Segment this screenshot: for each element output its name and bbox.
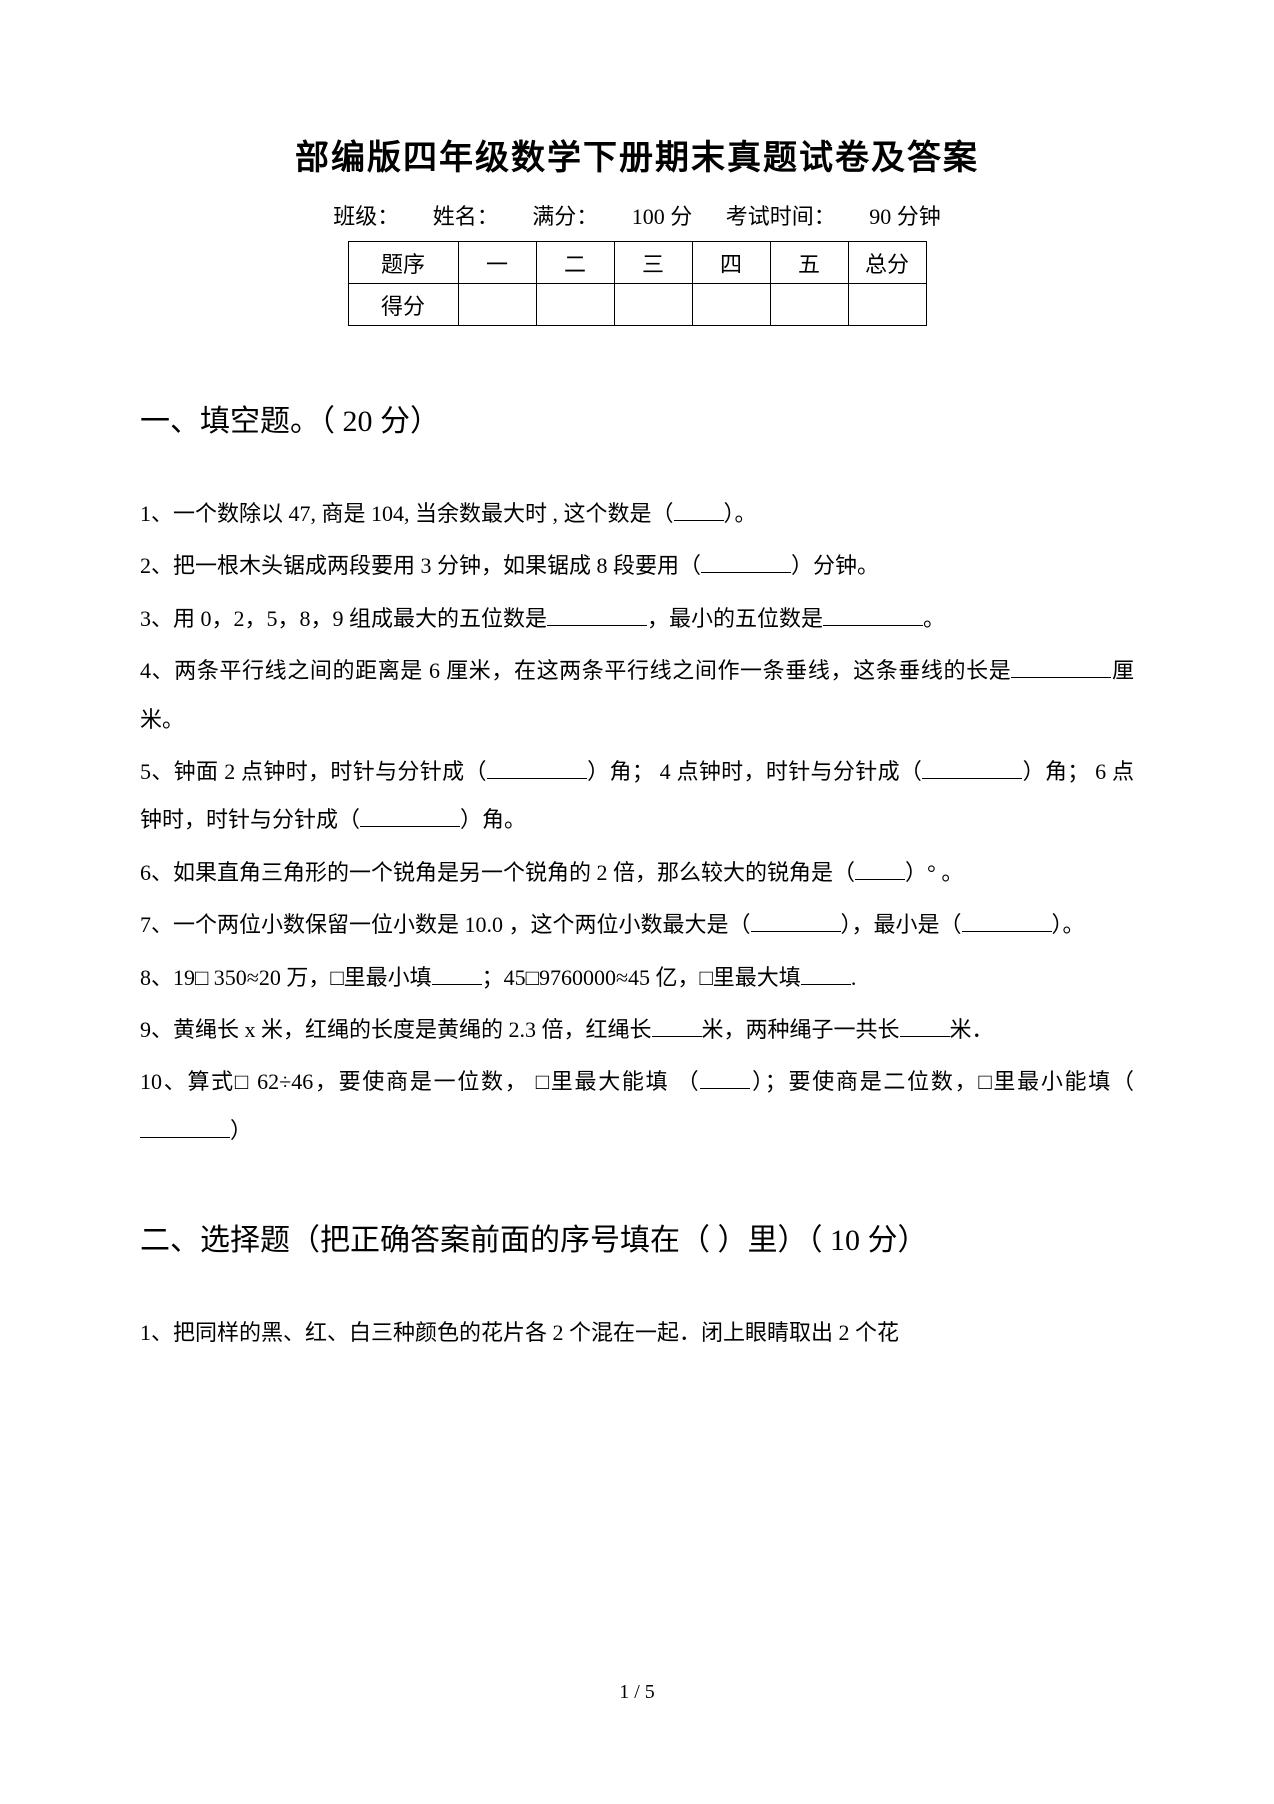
table-row: 得分 (348, 284, 926, 326)
q-text: 1、把同样的黑、红、白三种颜色的花片各 2 个混在一起．闭上眼睛取出 2 个花 (140, 1320, 899, 1345)
q10: 10、算式□ 62÷46，要使商是一位数， □里最大能填 （ ）；要使商是二位数，… (140, 1058, 1134, 1155)
th-4: 四 (692, 242, 770, 284)
blank (1011, 656, 1111, 678)
s2-q1: 1、把同样的黑、红、白三种颜色的花片各 2 个混在一起．闭上眼睛取出 2 个花 (140, 1309, 1134, 1357)
table-row: 题序 一 二 三 四 五 总分 (348, 242, 926, 284)
blank (751, 910, 841, 932)
q2: 2、把一根木头锯成两段要用 3 分钟，如果锯成 8 段要用（ ）分钟。 (140, 542, 1134, 590)
q-text: 10、算式□ 62÷46，要使商是一位数， □里最大能填 （ (140, 1069, 700, 1094)
fullscore-label: 满分： (532, 204, 598, 229)
blank (652, 1015, 702, 1037)
page-number: 1 / 5 (0, 1681, 1274, 1704)
q-text: 2、把一根木头锯成两段要用 3 分钟，如果锯成 8 段要用（ (140, 553, 701, 578)
meta-row: 班级： 姓名： 满分： 100 分 考试时间： 90 分钟 (140, 199, 1134, 231)
section2-heading: 二、选择题（把正确答案前面的序号填在（ ）里）（ 10 分） (140, 1215, 1134, 1259)
th-1: 一 (458, 242, 536, 284)
blank (823, 604, 923, 626)
blank (922, 757, 1022, 779)
q5: 5、钟面 2 点钟时，时针与分针成（）角； 4 点钟时，时针与分针成（）角； 6… (140, 748, 1134, 845)
q-text: ）° 。 (905, 860, 963, 885)
q-text: 4、两条平行线之间的距离是 6 厘米，在这两条平行线之间作一条垂线，这条垂线的长… (140, 658, 1011, 683)
q-text: 米，两种绳子一共长 (702, 1017, 900, 1042)
q-text: ）角。 (460, 807, 526, 832)
blank (700, 1067, 750, 1089)
blank (547, 604, 647, 626)
q-text: ），最小是（ (841, 912, 962, 937)
td-score-label: 得分 (348, 284, 458, 326)
q-text: . (851, 965, 857, 990)
td-blank (536, 284, 614, 326)
q-text: 7、一个两位小数保留一位小数是 10.0 ，这个两位小数最大是（ (140, 912, 751, 937)
q-text: ）。 (1052, 912, 1085, 937)
q-text: ，最小的五位数是 (647, 606, 823, 631)
th-2: 二 (536, 242, 614, 284)
th-5: 五 (770, 242, 848, 284)
td-blank (770, 284, 848, 326)
blank (801, 963, 851, 985)
exam-title: 部编版四年级数学下册期末真题试卷及答案 (140, 130, 1134, 179)
q-text: 米． (950, 1017, 994, 1042)
blank (487, 757, 587, 779)
q-text: 3、用 0，2，5，8，9 组成最大的五位数是 (140, 606, 547, 631)
q-text: 6、如果直角三角形的一个锐角是另一个锐角的 2 倍，那么较大的锐角是（ (140, 860, 855, 885)
q-text: 1、一个数除以 47, 商是 104, 当余数最大时 , 这个数是（ (140, 501, 674, 526)
q9: 9、黄绳长 x 米，红绳的长度是黄绳的 2.3 倍，红绳长 米，两种绳子一共长 米． (140, 1006, 1134, 1054)
td-blank (692, 284, 770, 326)
score-table: 题序 一 二 三 四 五 总分 得分 (348, 241, 927, 326)
blank (432, 963, 482, 985)
time-label: 考试时间： (726, 204, 836, 229)
q-text: ） (230, 1118, 252, 1143)
class-label: 班级： (333, 204, 399, 229)
th-seq: 题序 (348, 242, 458, 284)
td-blank (458, 284, 536, 326)
q-text: ）角； 4 点钟时，时针与分针成（ (587, 759, 922, 784)
q-text: ；45□9760000≈45 亿，□里最大填 (482, 965, 801, 990)
q7: 7、一个两位小数保留一位小数是 10.0 ，这个两位小数最大是（ ），最小是（ ）。 (140, 901, 1134, 949)
q-text: 5、钟面 2 点钟时，时针与分针成（ (140, 759, 487, 784)
td-blank (614, 284, 692, 326)
name-label: 姓名： (433, 204, 499, 229)
q-text: 9、黄绳长 x 米，红绳的长度是黄绳的 2.3 倍，红绳长 (140, 1017, 652, 1042)
q-text: 8、19□ 350≈20 万，□里最小填 (140, 965, 432, 990)
th-total: 总分 (848, 242, 926, 284)
blank (140, 1116, 230, 1138)
td-blank (848, 284, 926, 326)
section1-heading: 一、填空题。（ 20 分） (140, 396, 1134, 440)
q4: 4、两条平行线之间的距离是 6 厘米，在这两条平行线之间作一条垂线，这条垂线的长… (140, 647, 1134, 744)
q1: 1、一个数除以 47, 商是 104, 当余数最大时 , 这个数是（ ）。 (140, 490, 1134, 538)
blank (962, 910, 1052, 932)
time-value: 90 分钟 (869, 204, 941, 229)
blank (360, 805, 460, 827)
blank (674, 499, 724, 521)
blank (701, 551, 791, 573)
blank (855, 858, 905, 880)
blank (900, 1015, 950, 1037)
q-text: ）分钟。 (791, 553, 879, 578)
q-text: ）；要使商是二位数，□里最小能填（ (750, 1069, 1134, 1094)
q3: 3、用 0，2，5，8，9 组成最大的五位数是 ，最小的五位数是 。 (140, 595, 1134, 643)
q-text: ）。 (724, 501, 757, 526)
q6: 6、如果直角三角形的一个锐角是另一个锐角的 2 倍，那么较大的锐角是（ ）° 。 (140, 849, 1134, 897)
q-text: 。 (923, 606, 945, 631)
q8: 8、19□ 350≈20 万，□里最小填 ；45□9760000≈45 亿，□里最… (140, 954, 1134, 1002)
fullscore-value: 100 分 (632, 204, 693, 229)
th-3: 三 (614, 242, 692, 284)
